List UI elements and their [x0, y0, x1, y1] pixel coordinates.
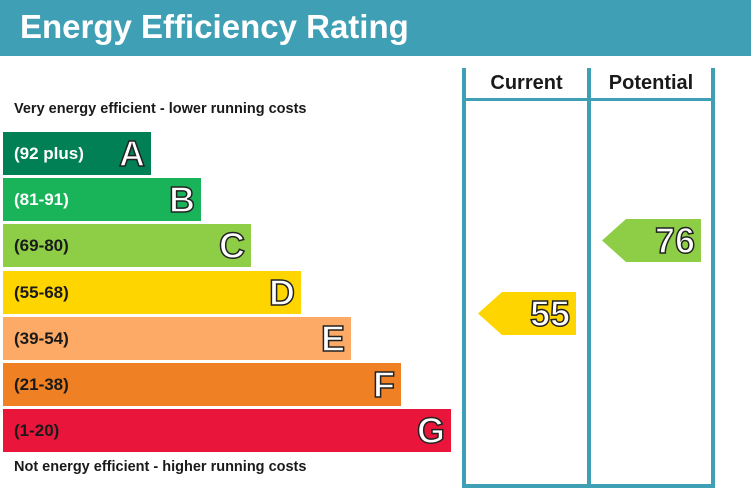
column-divider-line: [587, 68, 591, 488]
rating-band-f: (21-38) F: [3, 363, 401, 406]
rating-band-b: (81-91) B: [3, 178, 201, 222]
rating-band-d: (55-68) D: [3, 270, 301, 314]
rating-band-c: (69-80) C: [3, 224, 251, 268]
band-letter: G: [416, 409, 446, 452]
current-rating-value: 55: [529, 292, 571, 335]
potential-column-header: Potential: [608, 72, 694, 94]
band-letter: E: [320, 317, 346, 360]
band-range-label: (21-38): [14, 375, 69, 394]
column-bottom-line: [462, 484, 715, 488]
current-arrow-shape: [478, 292, 576, 335]
band-range-label: (55-68): [14, 282, 69, 302]
band-letter: D: [268, 271, 296, 314]
band-letter: B: [168, 178, 196, 221]
band-range-label: (39-54): [14, 328, 69, 348]
band-letter: F: [372, 363, 396, 406]
chart-title: Energy Efficiency Rating: [20, 8, 409, 45]
potential-column-right-line: [711, 68, 715, 488]
band-range-label: (69-80): [14, 236, 69, 256]
band-range-label: (81-91): [14, 190, 69, 210]
potential-arrow-shape: [602, 219, 701, 262]
rating-band-e: (39-54) E: [3, 316, 351, 360]
column-header-underline: [462, 98, 715, 101]
band-letter: A: [118, 132, 146, 175]
band-range-label: (1-20): [14, 421, 60, 441]
band-letter: C: [218, 225, 246, 268]
band-range-label: (92 plus): [14, 144, 84, 163]
current-rating-arrow: 55: [478, 292, 576, 335]
rating-band-g: (1-20) G: [3, 409, 451, 453]
current-column-header: Current: [490, 72, 563, 94]
potential-rating-value: 76: [654, 219, 696, 262]
top-caption: Very energy efficient - lower running co…: [14, 101, 307, 117]
rating-band-a: (92 plus) A: [3, 132, 151, 175]
potential-rating-arrow: 76: [602, 219, 701, 262]
current-column-left-line: [462, 68, 466, 488]
title-bar: Energy Efficiency Rating: [0, 0, 751, 56]
bottom-caption: Not energy efficient - higher running co…: [14, 459, 307, 475]
